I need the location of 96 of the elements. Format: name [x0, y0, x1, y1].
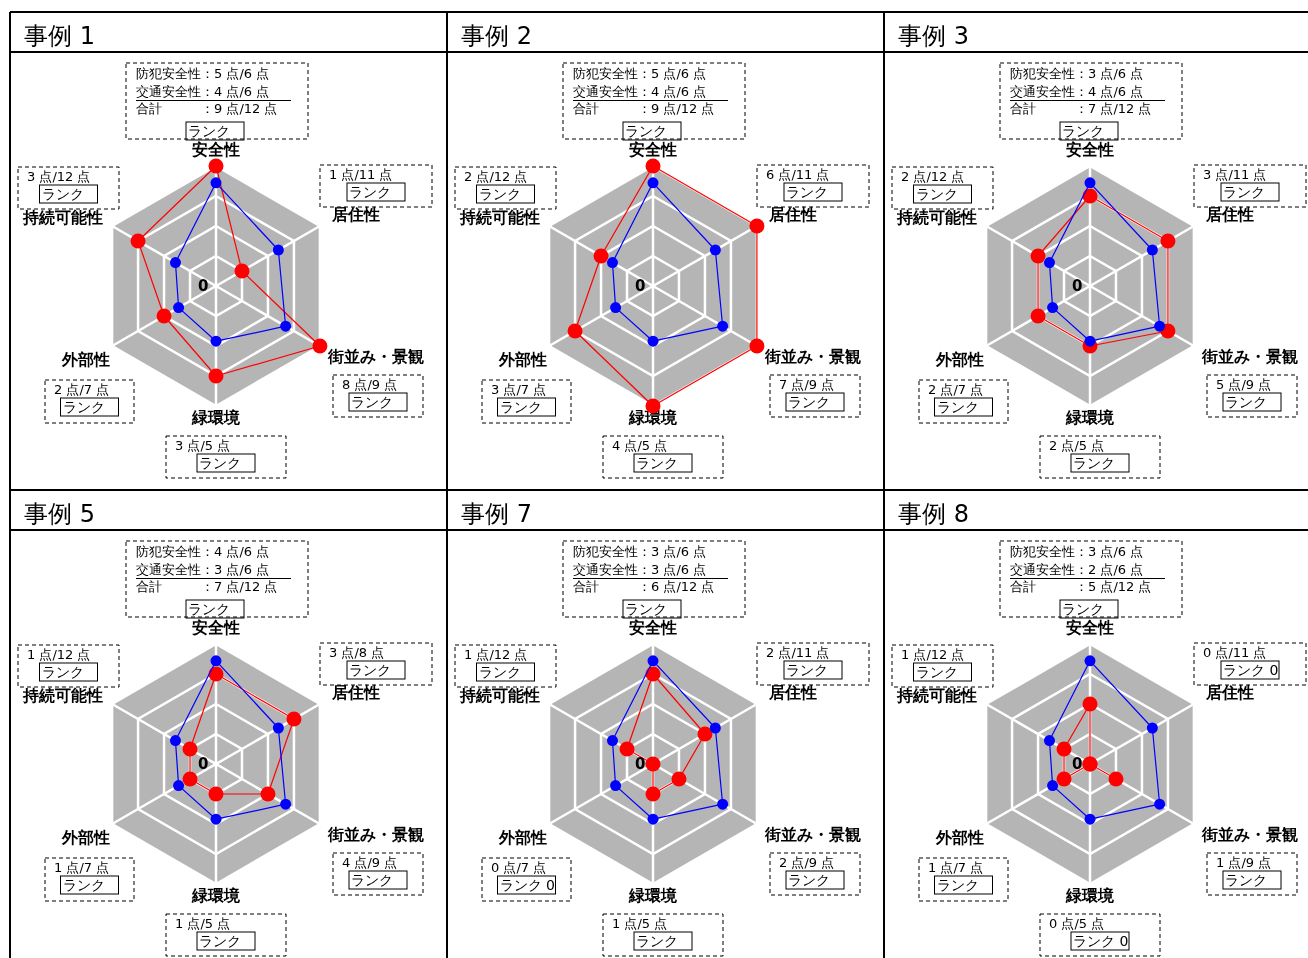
text: 5 点/9 点 [1216, 377, 1272, 392]
text: ランク [936, 399, 979, 415]
chart-title: 事例 8 [898, 500, 969, 528]
text: 2 点/7 点 [928, 382, 984, 397]
text: 交通安全性：4 点/6 点 [136, 83, 270, 99]
text: 1 点/12 点 [464, 647, 528, 662]
text: 防犯安全性：4 点/6 点 [136, 544, 270, 559]
text: 防犯安全性：3 点/6 点 [1010, 66, 1144, 81]
text: 0 [635, 277, 646, 295]
text: 2 点/12 点 [901, 169, 965, 184]
text: ランク [199, 933, 241, 949]
text: ランク [636, 455, 678, 471]
text: 0 点/5 点 [1049, 916, 1105, 931]
text: ランク [1225, 872, 1267, 888]
text: ランク [188, 601, 230, 617]
text: ランク [915, 186, 958, 202]
text: 交通安全性：4 点/6 点 [573, 83, 707, 99]
text: 6 点/11 点 [766, 167, 830, 182]
text: ランク [199, 455, 241, 471]
text: 交通安全性：3 点/6 点 [573, 561, 707, 577]
text: 合計 ：9 点/12 点 [573, 101, 715, 116]
text: 2 点/5 点 [1049, 438, 1105, 453]
text: 0 [1072, 277, 1083, 295]
text: ランク [478, 186, 521, 202]
text: ランク [625, 601, 667, 617]
text: 2 点/11 点 [766, 645, 830, 660]
text: ランク [936, 877, 979, 893]
text: ランク [349, 184, 391, 200]
text: ランク 0 [1223, 662, 1279, 678]
text: 防犯安全性：5 点/6 点 [573, 66, 707, 81]
text: ランク [351, 872, 393, 888]
text: 1 点/5 点 [175, 916, 231, 931]
text: 合計 ：7 点/12 点 [1010, 101, 1152, 116]
text: ランク [41, 664, 84, 680]
text: ランク [1223, 184, 1265, 200]
text: 1 点/12 点 [901, 647, 965, 662]
text: ランク [1073, 455, 1115, 471]
chart-title: 事例 3 [898, 22, 969, 50]
text: ランク [62, 399, 105, 415]
text: 2 点/12 点 [464, 169, 528, 184]
text: 0 [198, 755, 209, 773]
text: 3 点/12 点 [27, 169, 91, 184]
text: ランク [788, 394, 830, 410]
text: 0 [635, 755, 646, 773]
text: ランク [351, 394, 393, 410]
text: 交通安全性：2 点/6 点 [1010, 561, 1144, 577]
text: ランク [636, 933, 678, 949]
text: ランク 0 [499, 877, 555, 893]
text: 0 [1072, 755, 1083, 773]
text: 1 点/9 点 [1216, 855, 1272, 870]
text: 合計 ：5 点/12 点 [1010, 579, 1152, 594]
text: 3 点/11 点 [1203, 167, 1267, 182]
text: ランク [499, 399, 542, 415]
text: 3 点/7 点 [491, 382, 547, 397]
text: ランク [1062, 123, 1104, 139]
text: ランク [1225, 394, 1267, 410]
text: ランク [786, 184, 828, 200]
text: ランク [788, 872, 830, 888]
text: 合計 ：7 点/12 点 [136, 579, 278, 594]
text: 2 点/7 点 [54, 382, 110, 397]
text: 2 点/9 点 [779, 855, 835, 870]
text: 4 点/5 点 [612, 438, 668, 453]
text: 3 点/5 点 [175, 438, 231, 453]
chart-title: 事例 7 [461, 500, 532, 528]
text: ランク [188, 123, 230, 139]
text: 交通安全性：3 点/6 点 [136, 561, 270, 577]
text: 防犯安全性：5 点/6 点 [136, 66, 270, 81]
text: ランク [1062, 601, 1104, 617]
text: ランク [41, 186, 84, 202]
text: 合計 ：9 点/12 点 [136, 101, 278, 116]
text: 7 点/9 点 [779, 377, 835, 392]
text: ランク 0 [1073, 933, 1129, 949]
chart-title: 事例 5 [24, 500, 95, 528]
text: 0 [198, 277, 209, 295]
text: 1 点/5 点 [612, 916, 668, 931]
text: 防犯安全性：3 点/6 点 [573, 544, 707, 559]
text: ランク [786, 662, 828, 678]
text: 1 点/7 点 [928, 860, 984, 875]
text: 防犯安全性：3 点/6 点 [1010, 544, 1144, 559]
text: 1 点/11 点 [329, 167, 393, 182]
text: ランク [625, 123, 667, 139]
chart-title: 事例 2 [461, 22, 532, 50]
text: ランク [349, 662, 391, 678]
text: ランク [478, 664, 521, 680]
chart-title: 事例 1 [24, 22, 95, 50]
text: 8 点/9 点 [342, 377, 398, 392]
text: ランク [62, 877, 105, 893]
text: 1 点/7 点 [54, 860, 110, 875]
text: 1 点/12 点 [27, 647, 91, 662]
text: 4 点/9 点 [342, 855, 398, 870]
text: 3 点/8 点 [329, 645, 385, 660]
text: 合計 ：6 点/12 点 [573, 579, 715, 594]
text: 交通安全性：4 点/6 点 [1010, 83, 1144, 99]
text: ランク [915, 664, 958, 680]
text: 0 点/7 点 [491, 860, 547, 875]
text: 0 点/11 点 [1203, 645, 1267, 660]
